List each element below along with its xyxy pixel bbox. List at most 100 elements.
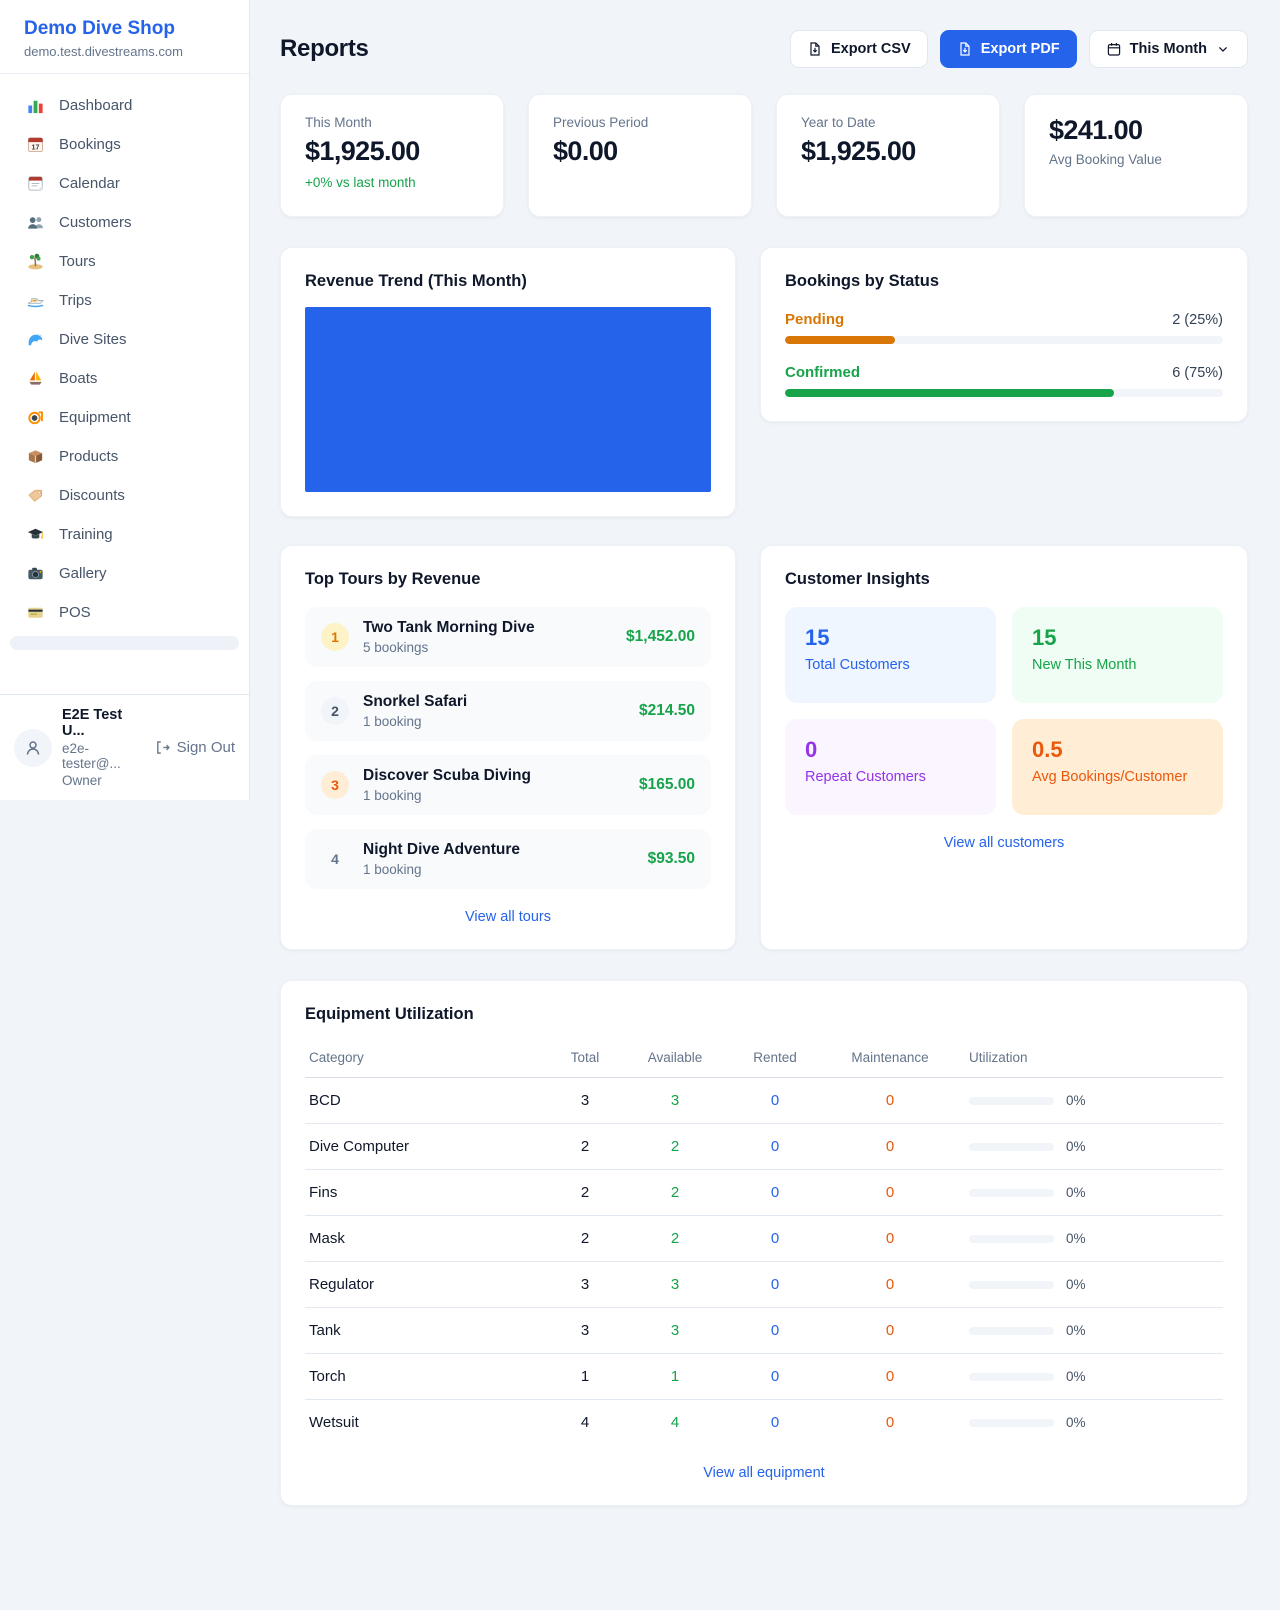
cell-maintenance: 0 xyxy=(825,1123,955,1170)
column-header-total: Total xyxy=(545,1040,625,1078)
tag-icon xyxy=(26,486,45,505)
revenue-trend-chart xyxy=(305,307,711,492)
cell-available: 1 xyxy=(625,1353,725,1400)
tour-name: Snorkel Safari xyxy=(363,693,468,710)
page-header: Reports Export CSV Export PDF This Month xyxy=(280,30,1248,68)
camera-icon xyxy=(26,564,45,583)
sidebar-item-partial[interactable] xyxy=(10,636,239,650)
shop-name: Demo Dive Shop xyxy=(24,18,175,39)
cell-maintenance: 0 xyxy=(825,1353,955,1400)
revenue-trend-title: Revenue Trend (This Month) xyxy=(305,272,527,290)
cell-maintenance: 0 xyxy=(825,1261,955,1308)
export-csv-button[interactable]: Export CSV xyxy=(789,30,928,68)
cell-utilization: 0% xyxy=(955,1215,1223,1262)
status-value: 6 (75%) xyxy=(1172,365,1223,381)
insight-tile-new-this-month: 15 New This Month xyxy=(1012,607,1223,703)
tour-row: 1 Two Tank Morning Dive 5 bookings $1,45… xyxy=(305,607,711,667)
insight-value: 0.5 xyxy=(1032,737,1063,762)
tour-row: 4 Night Dive Adventure 1 booking $93.50 xyxy=(305,829,711,889)
rank-badge: 2 xyxy=(321,697,349,725)
utilization-text: 0% xyxy=(1066,1093,1086,1108)
table-row: Dive Computer 2 2 0 0 0% xyxy=(305,1123,1223,1170)
sidebar-item-gallery[interactable]: Gallery xyxy=(0,554,249,593)
insight-label: Repeat Customers xyxy=(805,769,926,785)
graduation-cap-icon xyxy=(26,525,45,544)
sidebar-item-dashboard[interactable]: Dashboard xyxy=(0,86,249,125)
sidebar-item-tours[interactable]: Tours xyxy=(0,242,249,281)
sidebar-item-discounts[interactable]: Discounts xyxy=(0,476,249,515)
sidebar-item-label: Products xyxy=(59,448,119,465)
view-all-customers-link[interactable]: View all customers xyxy=(943,835,1065,851)
stat-label: Avg Booking Value xyxy=(1049,152,1162,167)
status-row-confirmed: Confirmed 6 (75%) xyxy=(785,364,1223,397)
avatar xyxy=(14,728,52,767)
main-content: Reports Export CSV Export PDF This Month… xyxy=(250,0,1280,1506)
stat-card-year-to-date: Year to Date $1,925.00 xyxy=(776,94,1000,217)
bookings-by-status-card: Bookings by Status Pending 2 (25%) Confi… xyxy=(760,247,1248,422)
sidebar-item-training[interactable]: Training xyxy=(0,515,249,554)
progress-track xyxy=(785,336,1223,344)
sidebar-item-customers[interactable]: Customers xyxy=(0,203,249,242)
sidebar-item-dive-sites[interactable]: Dive Sites xyxy=(0,320,249,359)
tour-revenue: $214.50 xyxy=(638,702,695,719)
column-header-category: Category xyxy=(305,1040,545,1078)
cell-rented: 0 xyxy=(725,1077,825,1124)
stat-value: $1,925.00 xyxy=(801,136,916,166)
export-pdf-button[interactable]: Export PDF xyxy=(939,30,1077,68)
cell-category: Fins xyxy=(305,1169,545,1216)
sidebar-item-label: Equipment xyxy=(59,409,131,426)
sidebar-user-footer: E2E Test U... e2e-tester@... Owner Sign … xyxy=(0,694,249,800)
revenue-trend-card: Revenue Trend (This Month) xyxy=(280,247,736,517)
cell-category: Tank xyxy=(305,1307,545,1354)
cell-utilization: 0% xyxy=(955,1077,1223,1124)
cell-utilization: 0% xyxy=(955,1123,1223,1170)
period-dropdown[interactable]: This Month xyxy=(1088,30,1248,68)
tour-revenue: $165.00 xyxy=(638,776,695,793)
tour-bookings: 1 booking xyxy=(363,862,422,877)
sailboat-icon xyxy=(26,369,45,388)
utilization-bar xyxy=(969,1280,1054,1289)
sidebar-item-calendar[interactable]: Calendar xyxy=(0,164,249,203)
sidebar-item-equipment[interactable]: Equipment xyxy=(0,398,249,437)
table-row: Regulator 3 3 0 0 0% xyxy=(305,1261,1223,1308)
file-download-icon xyxy=(960,42,970,56)
cell-rented: 0 xyxy=(725,1123,825,1170)
sidebar-item-label: Customers xyxy=(59,214,132,231)
sidebar-item-products[interactable]: Products xyxy=(0,437,249,476)
user-role: Owner xyxy=(62,773,102,788)
cell-rented: 0 xyxy=(725,1353,825,1400)
cell-available: 4 xyxy=(670,1414,680,1431)
trend-status-row: Revenue Trend (This Month) Bookings by S… xyxy=(280,247,1248,517)
progress-fill xyxy=(785,389,1114,397)
chevron-down-icon xyxy=(1218,46,1228,52)
cell-maintenance: 0 xyxy=(825,1169,955,1216)
utilization-bar xyxy=(969,1372,1054,1381)
tour-name: Two Tank Morning Dive xyxy=(363,619,535,636)
sidebar-item-label: Trips xyxy=(59,292,92,309)
rank-badge: 4 xyxy=(331,851,339,867)
sign-out-button[interactable]: Sign Out xyxy=(154,739,235,756)
sidebar-item-label: Bookings xyxy=(59,136,121,153)
utilization-bar xyxy=(969,1188,1054,1197)
sidebar-item-pos[interactable]: POS xyxy=(0,593,249,632)
calendar-date-icon: 17 xyxy=(26,135,45,154)
wave-icon xyxy=(26,330,45,349)
sidebar-item-bookings[interactable]: 17 Bookings xyxy=(0,125,249,164)
view-all-tours-link[interactable]: View all tours xyxy=(465,909,551,925)
tour-list: 1 Two Tank Morning Dive 5 bookings $1,45… xyxy=(305,607,711,889)
table-row: BCD 3 3 0 0 0% xyxy=(305,1077,1223,1124)
page-title: Reports xyxy=(280,35,369,62)
stat-delta: +0% vs last month xyxy=(305,175,416,190)
utilization-text: 0% xyxy=(1066,1139,1086,1154)
sidebar-item-label: Training xyxy=(59,526,113,543)
view-all-equipment-link[interactable]: View all equipment xyxy=(703,1465,825,1481)
cell-total: 3 xyxy=(545,1077,625,1124)
package-icon xyxy=(26,447,45,466)
utilization-text: 0% xyxy=(1066,1231,1086,1246)
credit-card-icon xyxy=(26,603,45,622)
sidebar-item-boats[interactable]: Boats xyxy=(0,359,249,398)
customer-insights-title: Customer Insights xyxy=(785,570,930,588)
sidebar-item-trips[interactable]: Trips xyxy=(0,281,249,320)
tour-row: 3 Discover Scuba Diving 1 booking $165.0… xyxy=(305,755,711,815)
equipment-utilization-title: Equipment Utilization xyxy=(305,1005,474,1023)
